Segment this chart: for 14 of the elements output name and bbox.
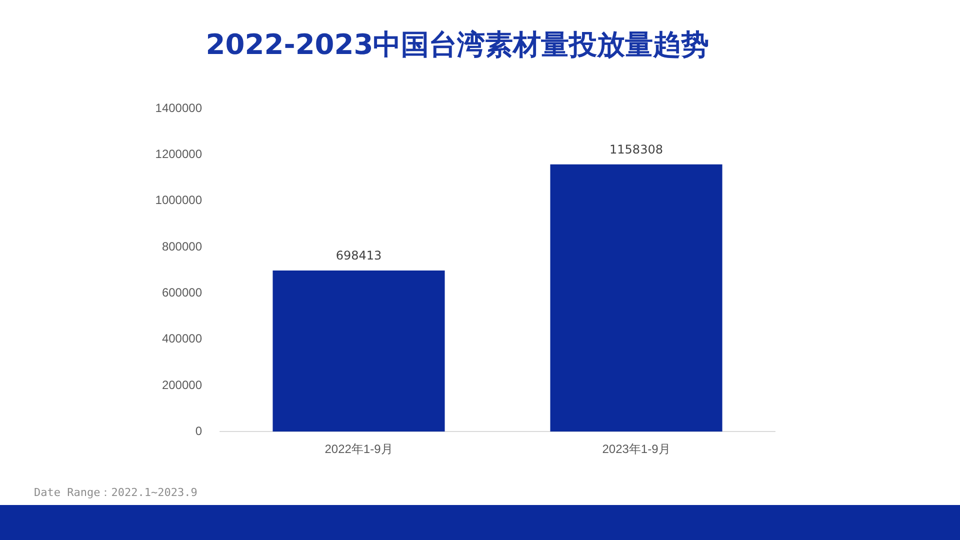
data-label: 698413: [336, 248, 382, 263]
chart-title: 2022-2023中国台湾素材量投放量趋势: [206, 28, 710, 62]
y-tick-label: 200000: [162, 378, 202, 392]
y-tick-label: 1200000: [155, 147, 202, 162]
y-tick-label: 0: [195, 424, 202, 438]
y-tick-label: 1400000: [155, 100, 202, 115]
y-tick-label: 800000: [162, 239, 202, 254]
data-label: 1158308: [610, 142, 663, 156]
y-tick-label: 400000: [162, 332, 202, 346]
text: Date Range：2022.1~2023.9: [34, 485, 198, 501]
x-tick-label: 2022年1-9月: [324, 442, 393, 456]
y-tick-label: 1000000: [155, 193, 202, 208]
x-tick-label: 2023年1-9月: [602, 442, 670, 456]
y-tick-label: 600000: [162, 285, 202, 300]
